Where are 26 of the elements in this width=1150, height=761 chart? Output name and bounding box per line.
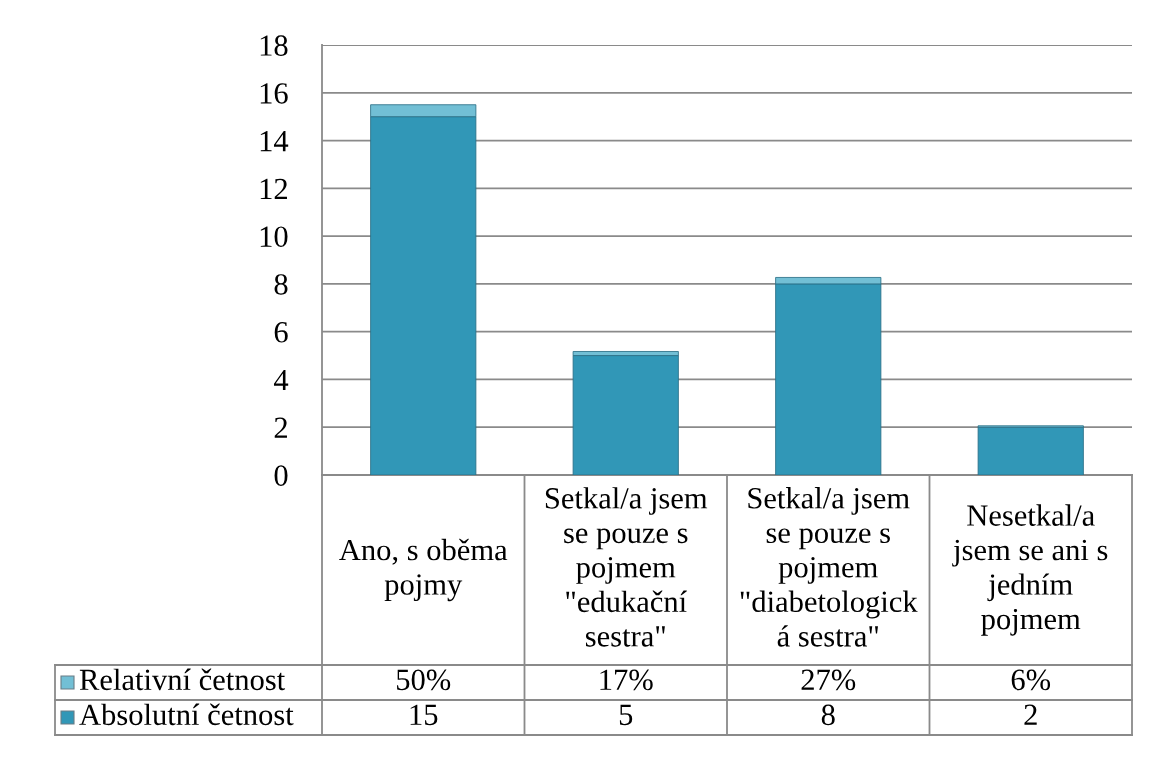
data-label: 6% <box>1011 669 1051 691</box>
y-tick-label: 18 <box>260 35 288 56</box>
data-label: 17% <box>600 669 653 691</box>
x-tick-label: Ano, s oběma pojmy <box>339 538 508 602</box>
data-label: 5 <box>619 704 633 726</box>
y-tick-label: 16 <box>260 83 288 104</box>
data-label: 8 <box>821 704 835 726</box>
legend-label: Relativní četnost <box>79 668 286 691</box>
data-label: 2 <box>1024 704 1037 725</box>
bar <box>572 355 679 475</box>
y-tick-label: 10 <box>260 226 288 248</box>
x-tick-label: Setkal/a jsem se pouze s pojmem "diabetologick á sestra" <box>740 487 918 647</box>
x-tick-label: Nesetkal/a jsem se ani s jedním pojmem <box>952 504 1108 636</box>
bar <box>977 426 1084 475</box>
y-tick-label: 2 <box>274 417 287 438</box>
y-tick-label: 12 <box>260 178 287 199</box>
y-tick-label: 14 <box>260 130 289 152</box>
y-tick-label: 8 <box>274 274 288 295</box>
y-tick-label: 6 <box>274 322 288 343</box>
y-tick-label: 0 <box>274 465 288 486</box>
data-label: 15 <box>410 704 438 726</box>
x-tick-label: Setkal/a jsem se pouze s pojmem "edukační sestra" <box>545 487 708 647</box>
data-label: 27% <box>801 669 856 691</box>
legend-label: Absolutní četnost <box>79 703 294 726</box>
data-label: 50% <box>397 669 451 691</box>
y-tick-label: 4 <box>273 369 289 391</box>
